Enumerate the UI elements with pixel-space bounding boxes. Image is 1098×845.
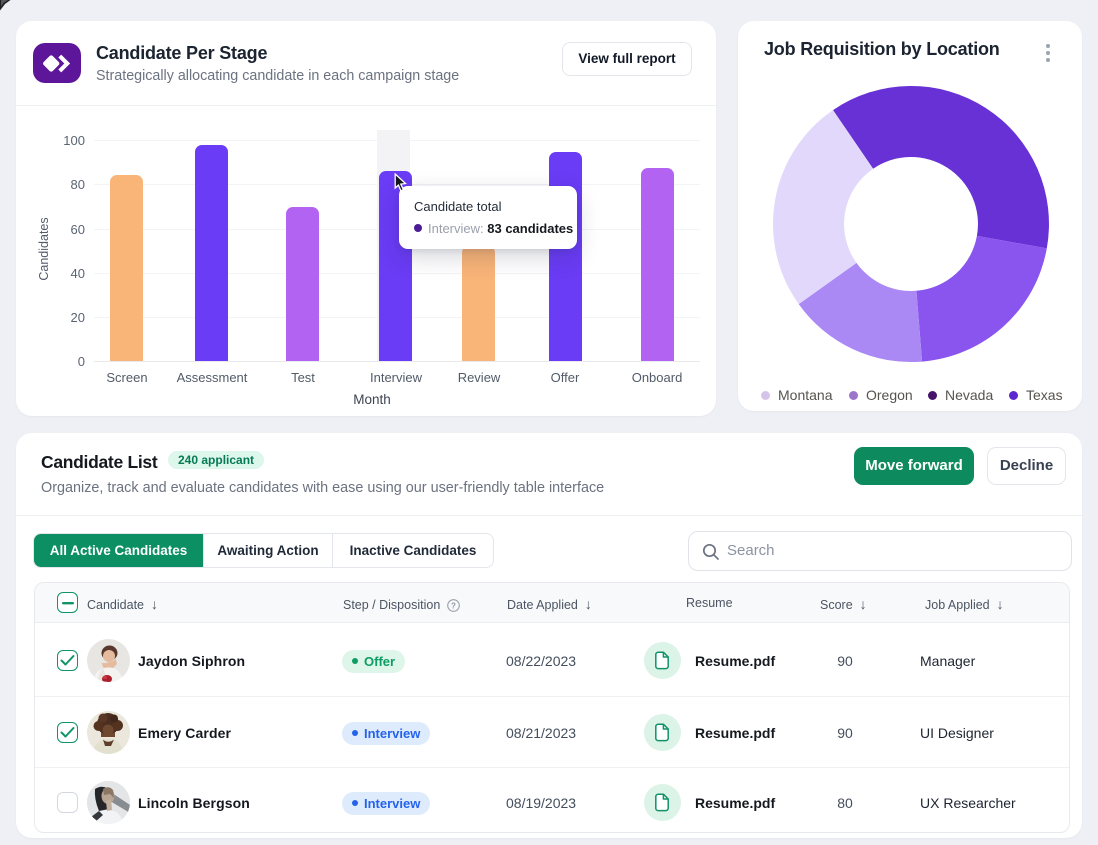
svg-text:?: ?	[451, 601, 456, 610]
